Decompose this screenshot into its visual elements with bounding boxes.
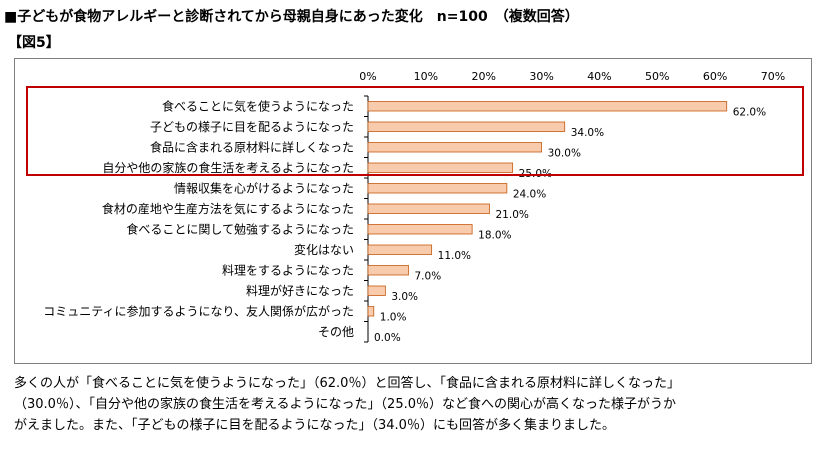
value-label: 24.0% bbox=[513, 188, 546, 200]
category-label: 食材の産地や生産方法を気にするようになった bbox=[102, 201, 354, 216]
description-line-1: 多くの人が「食べることに気を使うようになった」（62.0％）と回答し、「食品に含… bbox=[14, 376, 680, 391]
category-label: その他 bbox=[318, 325, 354, 339]
x-tick-label: 40% bbox=[587, 70, 611, 83]
chart-title: ■子どもが食物アレルギーと診断されてから母親自身にあった変化 n=100 （複数… bbox=[4, 9, 579, 25]
figure-label: 【図5】 bbox=[8, 35, 60, 51]
category-label: 子どもの様子に目を配るようになった bbox=[150, 120, 354, 134]
value-label: 7.0% bbox=[415, 270, 442, 282]
bar bbox=[367, 285, 386, 296]
description: 多くの人が「食べることに気を使うようになった」（62.0％）と回答し、「食品に含… bbox=[14, 373, 814, 436]
x-tick-label: 20% bbox=[471, 70, 495, 83]
bar bbox=[367, 224, 473, 235]
category-label: 情報収集を心がけるようになった bbox=[174, 180, 354, 195]
value-label: 25.0% bbox=[519, 168, 552, 180]
category-label: 変化はない bbox=[294, 242, 354, 257]
bar bbox=[367, 265, 409, 276]
category-label: 食品に含まれる原材料に詳しくなった bbox=[150, 139, 354, 154]
bar bbox=[367, 244, 433, 255]
bar bbox=[367, 101, 728, 112]
value-label: 1.0% bbox=[380, 311, 407, 323]
x-tick-label: 30% bbox=[529, 70, 553, 83]
category-label: 食べることに関して勉強するようになった bbox=[126, 221, 354, 236]
bar bbox=[367, 306, 375, 317]
value-label: 34.0% bbox=[571, 127, 604, 139]
description-line-3: がえました。また、「子どもの様子に目を配るようになった」（34.0％）にも回答が… bbox=[14, 418, 615, 433]
value-label: 18.0% bbox=[478, 229, 511, 241]
x-tick-label: 50% bbox=[645, 70, 669, 83]
value-label: 0.0% bbox=[374, 332, 401, 344]
bar bbox=[367, 162, 514, 173]
x-tick-label: 60% bbox=[703, 70, 727, 83]
category-label: 自分や他の家族の食生活を考えるようになった bbox=[102, 160, 354, 175]
category-label: 食べることに気を使うようになった bbox=[162, 98, 354, 113]
value-label: 30.0% bbox=[548, 147, 581, 159]
value-label: 11.0% bbox=[438, 250, 471, 262]
description-line-2: （30.0％）、「自分や他の家族の食生活を考えるようになった」（25.0％）など… bbox=[14, 397, 677, 412]
value-label: 21.0% bbox=[496, 209, 529, 221]
value-label: 3.0% bbox=[391, 291, 418, 303]
bar bbox=[367, 121, 566, 132]
x-tick-label: 70% bbox=[761, 70, 785, 83]
category-label: 料理をするようになった bbox=[222, 263, 354, 277]
category-label: コミュニティに参加するようになり、友人関係が広がった bbox=[43, 303, 354, 318]
category-label: 料理が好きになった bbox=[246, 283, 354, 298]
bar bbox=[367, 203, 490, 214]
highlight-box bbox=[26, 86, 804, 176]
x-tick-label: 0% bbox=[359, 70, 376, 83]
x-tick-label: 10% bbox=[414, 70, 438, 83]
bar bbox=[367, 183, 508, 194]
bar bbox=[367, 142, 542, 153]
chart-frame bbox=[14, 58, 812, 364]
value-label: 62.0% bbox=[733, 106, 766, 118]
